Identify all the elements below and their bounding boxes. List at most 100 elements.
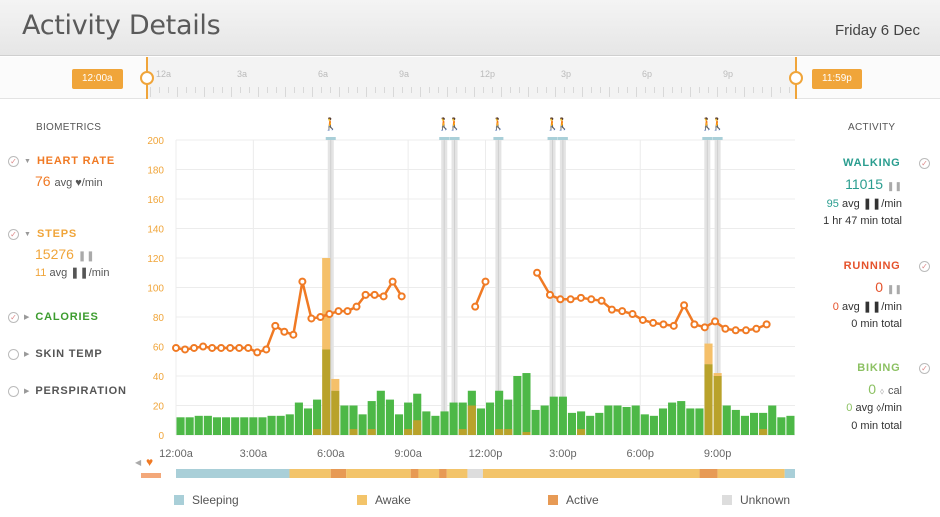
timeline-tick [690, 87, 691, 97]
timeline-tick [168, 87, 169, 93]
calories-metric[interactable]: ✓ ▶ CALORIES [8, 309, 140, 325]
running-activity[interactable]: RUNNING ✓ 0 ❚❚ 0 avg ❚❚/min 0 min total [800, 256, 930, 330]
timeline-tick [654, 87, 655, 93]
heart-rate-point [741, 326, 750, 335]
heart-rate-point [618, 307, 627, 316]
calorie-bar [577, 429, 586, 435]
heart-rate-point [607, 305, 616, 314]
timeline-tick [609, 87, 610, 97]
heart-rate-point [731, 326, 740, 335]
timeline-tick [546, 87, 547, 93]
timeline-tick-label: 12p [480, 69, 496, 79]
timeline-tick [393, 87, 394, 97]
heart-rate-value: 76 [35, 173, 51, 189]
step-bar [331, 390, 340, 435]
calorie-bar [367, 429, 376, 435]
calories-toggle-icon[interactable]: ✓ [8, 311, 19, 323]
step-bar [440, 411, 449, 435]
heart-rate-point [370, 290, 379, 299]
range-start-handle[interactable]: 12:00a [72, 69, 123, 89]
scroll-left-icon[interactable]: ◀ [135, 458, 142, 467]
step-bar [413, 393, 422, 435]
biking-toggle-icon[interactable]: ✓ [919, 363, 930, 374]
timeline-tick [384, 87, 385, 93]
step-bar [595, 412, 604, 435]
walking-activity[interactable]: WALKING ✓ 11015 ❚❚ 95 avg ❚❚/min 1 hr 47… [800, 153, 930, 227]
walk-marker-bands: 🚶 🚶🚶 🚶 🚶🚶 🚶🚶 [323, 117, 725, 435]
skin-temp-toggle-icon[interactable] [8, 348, 19, 360]
step-bar [294, 402, 303, 435]
timeline-tick [357, 87, 358, 93]
walking-toggle-icon[interactable]: ✓ [919, 158, 930, 169]
step-bar [394, 414, 404, 435]
running-toggle-icon[interactable]: ✓ [919, 261, 930, 272]
timeline-tick [195, 87, 196, 93]
walking-person-icon: 🚶 [447, 117, 462, 131]
legend-swatch [548, 495, 558, 505]
walking-avg-value: 95 [826, 198, 839, 210]
walking-person-icon: 🚶 [700, 117, 715, 131]
timeline-tick [483, 87, 484, 93]
heart-rate-point [253, 348, 262, 357]
calorie-bar [404, 429, 413, 435]
heart-marker-icon[interactable]: ♥ [146, 455, 154, 469]
heart-rate-toggle-icon[interactable]: ✓ [8, 155, 19, 167]
step-bar [622, 406, 631, 435]
step-bar [267, 415, 276, 435]
perspiration-label: PERSPIRATION [35, 385, 127, 397]
perspiration-toggle-icon[interactable] [8, 385, 19, 397]
timeline-tick [564, 87, 565, 93]
steps-toggle-icon[interactable]: ✓ [8, 228, 19, 240]
calorie-bar [713, 373, 722, 376]
heart-rate-point [307, 314, 316, 323]
y-tick-label: 80 [153, 313, 165, 324]
range-end-handle[interactable]: 11:59p [812, 69, 862, 89]
step-bar [640, 414, 649, 435]
caret-down-icon[interactable]: ▼ [24, 157, 31, 165]
timeline-tick [582, 87, 583, 97]
biking-activity[interactable]: BIKING ✓ 0 ⬨ cal 0 avg ⬨/min 0 min total [800, 358, 930, 432]
timeline-tick [240, 87, 241, 93]
timeline-tick [177, 87, 178, 97]
heart-rate-segment [474, 281, 487, 308]
caret-right-icon[interactable]: ▶ [24, 388, 30, 395]
timeline-tick [312, 87, 313, 97]
heart-rate-point [235, 343, 244, 352]
step-bar [422, 411, 431, 435]
caret-down-icon[interactable]: ▼ [24, 230, 31, 238]
step-bar [258, 417, 267, 435]
step-bar [604, 405, 613, 435]
step-bar [786, 415, 795, 435]
range-start-knob[interactable] [140, 71, 154, 85]
walking-person-icon: 🚶 [491, 117, 506, 131]
running-avg-value: 0 [832, 301, 839, 313]
skin-temp-metric[interactable]: ▶ SKIN TEMP [8, 346, 140, 362]
heart-rate-point [361, 290, 370, 299]
time-range-track[interactable] [146, 57, 796, 99]
calorie-bar [349, 429, 358, 435]
perspiration-metric[interactable]: ▶ PERSPIRATION [8, 383, 140, 399]
timeline-tick [285, 87, 286, 97]
legend-swatch [722, 495, 732, 505]
caret-right-icon[interactable]: ▶ [24, 351, 30, 358]
steps-metric[interactable]: ✓ ▼ STEPS 15276 ❚❚ 11 avg ❚❚/min [8, 226, 140, 279]
heart-rate-segment [175, 279, 403, 354]
walk-band [704, 140, 711, 435]
legend-awake: Awake [357, 493, 411, 507]
timeline-tick [771, 87, 772, 97]
step-bar [340, 405, 349, 435]
skin-temp-label: SKIN TEMP [35, 348, 103, 360]
running-label: RUNNING [843, 260, 901, 272]
timeline-tick [528, 87, 529, 97]
x-tick-label: 6:00p [626, 448, 654, 460]
x-axis-tick-labels: 12:00a 3:00a 6:00a 9:00a 12:00p 3:00p 6:00p 9:0… [159, 448, 731, 460]
step-bar [759, 412, 768, 435]
legend-label: Active [566, 493, 599, 507]
heart-rate-metric[interactable]: ✓ ▼ HEART RATE 76 avg ♥/min [8, 153, 140, 189]
heart-rate-point [334, 307, 343, 316]
heart-rate-point [280, 327, 289, 336]
range-end-knob[interactable] [789, 71, 803, 85]
caret-right-icon[interactable]: ▶ [24, 314, 30, 321]
x-tick-label: 9:00p [704, 448, 732, 460]
walk-band-cap [712, 137, 723, 140]
